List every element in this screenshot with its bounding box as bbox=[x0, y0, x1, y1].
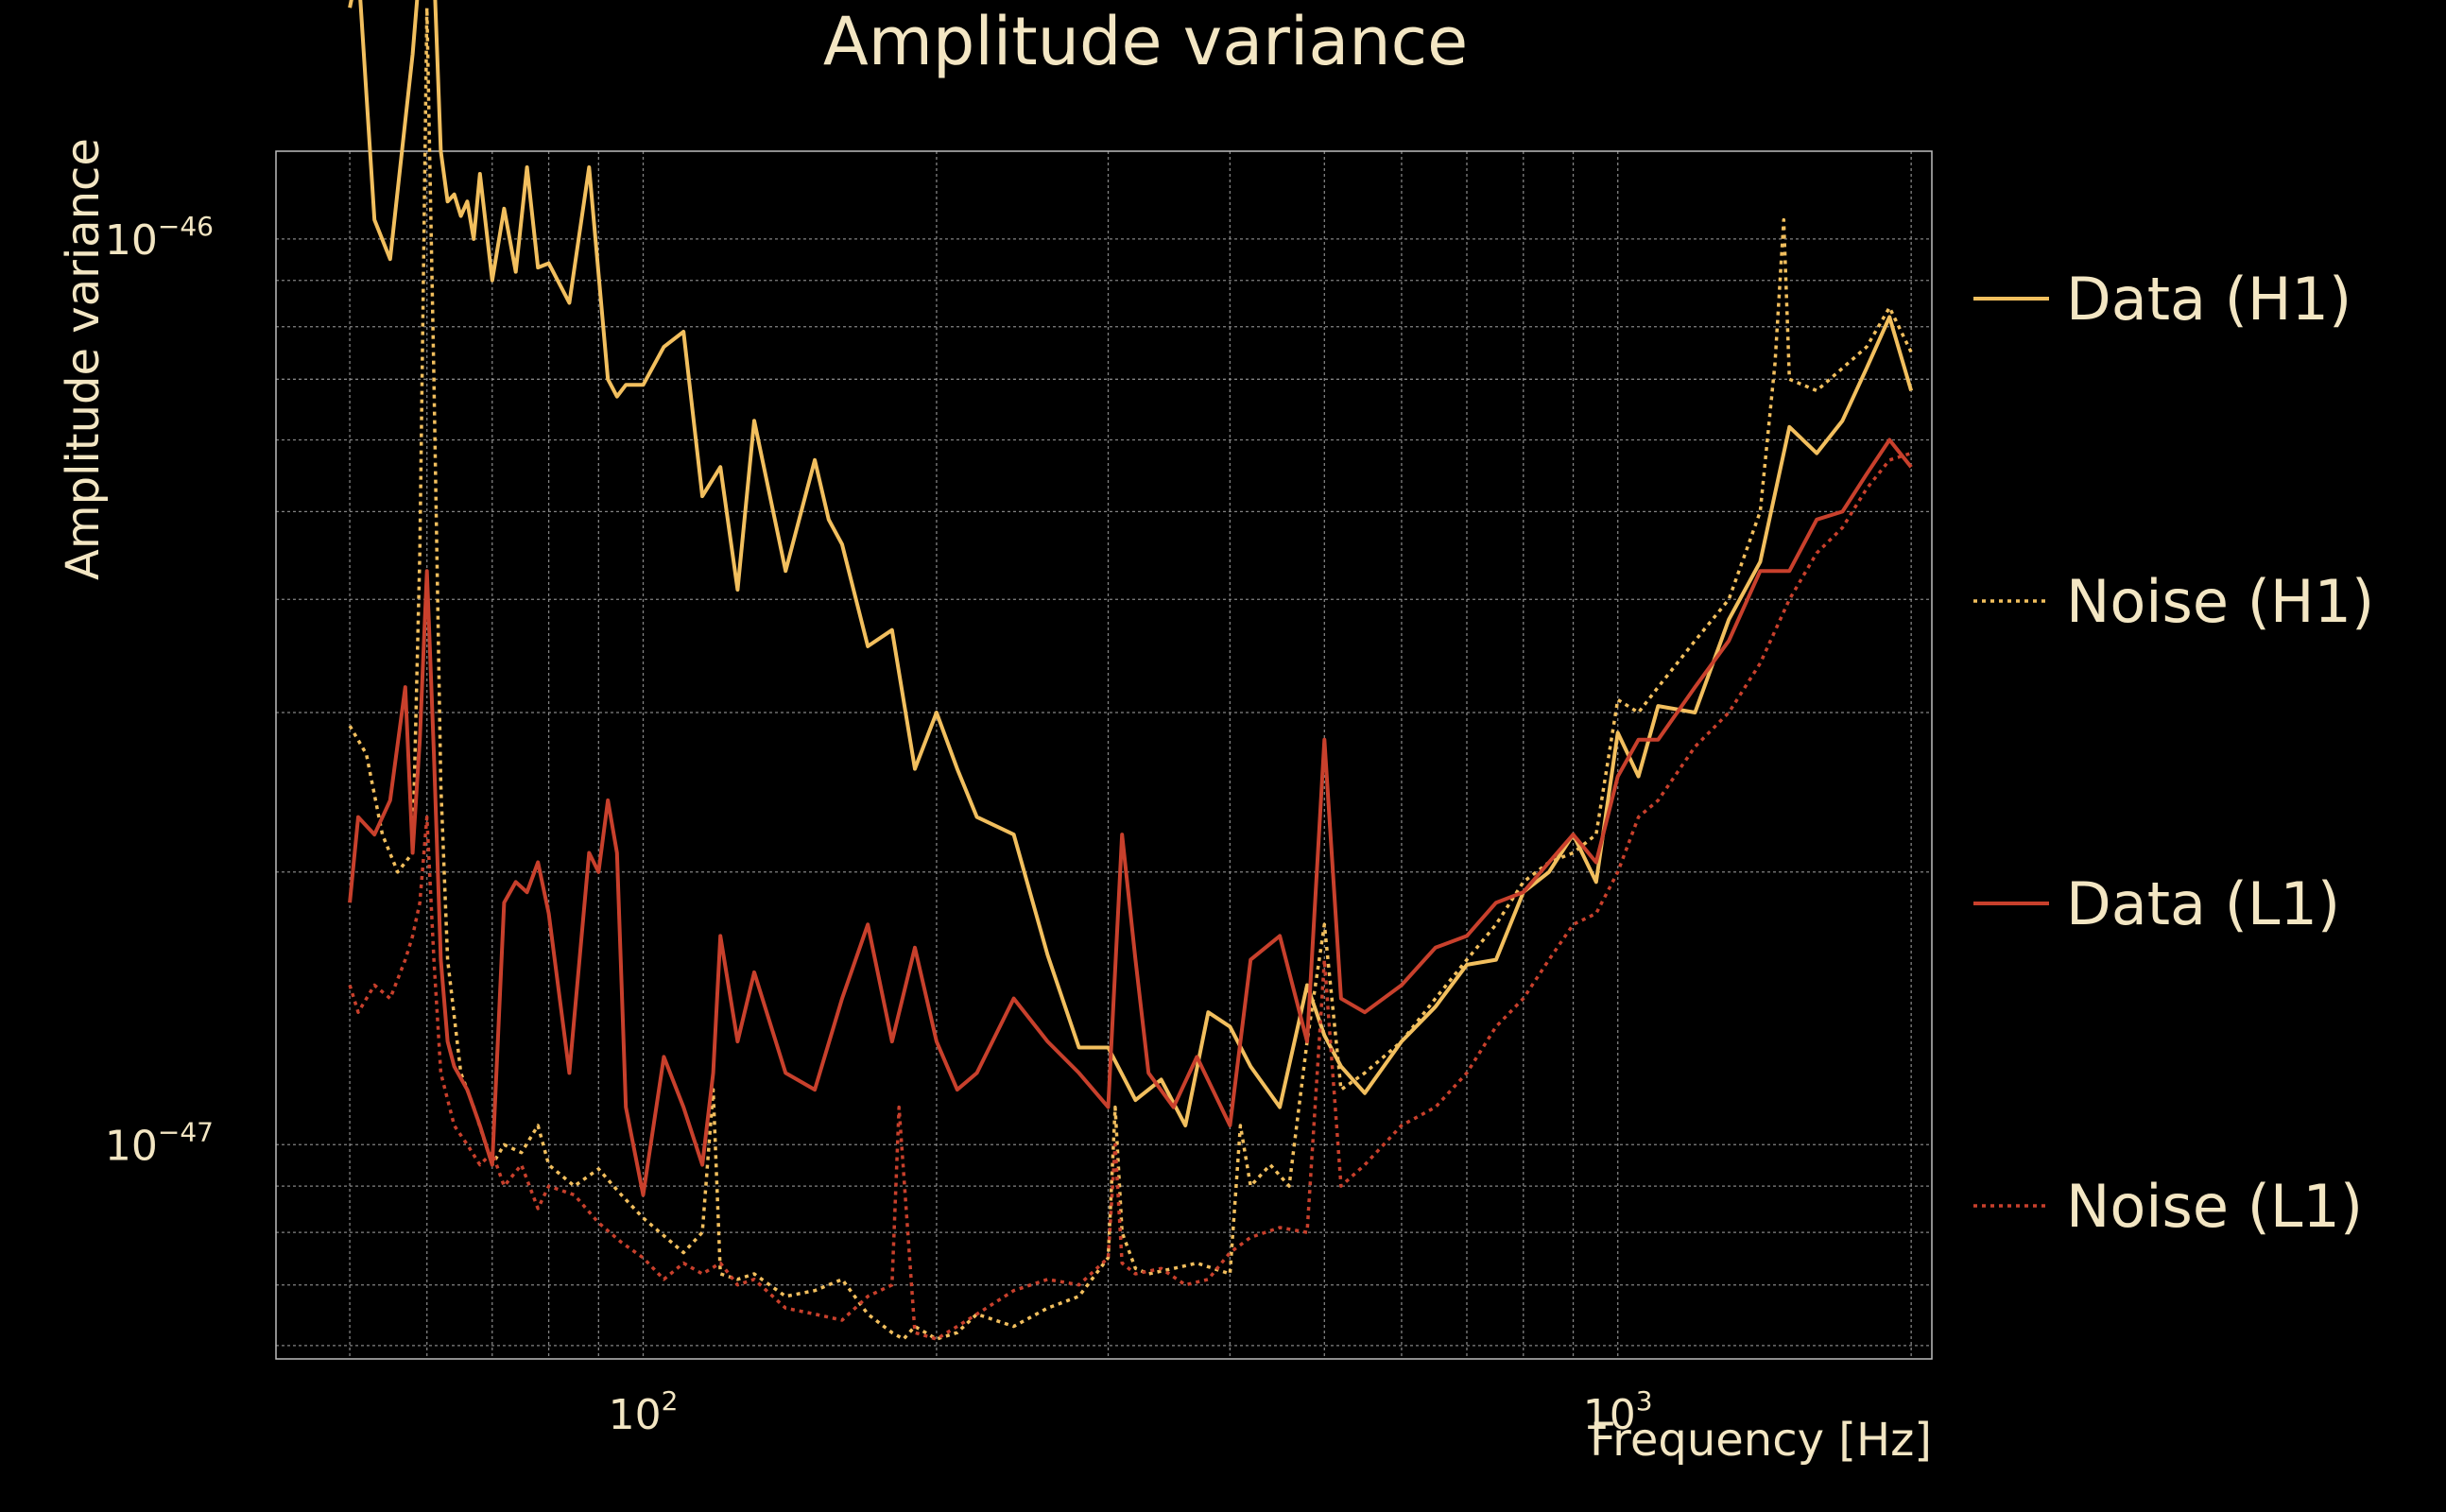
y-tick-label: 10−47 bbox=[105, 1116, 214, 1170]
series-line-0 bbox=[348, 0, 1914, 1127]
legend-label: Data (H1) bbox=[2066, 265, 2351, 334]
plot-frame bbox=[275, 150, 1933, 1360]
series-line-1 bbox=[348, 6, 1913, 1341]
legend-label: Data (L1) bbox=[2066, 869, 2340, 938]
series-line-3 bbox=[348, 451, 1912, 1341]
y-tick-label: 10−46 bbox=[105, 211, 214, 265]
x-tick-label: 103 bbox=[1583, 1385, 1653, 1439]
legend: Data (H1) Noise (H1) Data (L1) Noise (L1) bbox=[1973, 265, 2374, 1241]
x-tick-label: 102 bbox=[609, 1385, 679, 1439]
series-lines bbox=[348, 0, 1914, 1341]
legend-label: Noise (H1) bbox=[2066, 567, 2374, 636]
grid bbox=[276, 151, 1932, 1359]
y-axis-label: Amplitude variance bbox=[57, 138, 110, 580]
tick-labels: 102 103 10−46 10−47 bbox=[105, 211, 1653, 1439]
chart-title: Amplitude variance bbox=[823, 3, 1468, 80]
series-line-2 bbox=[348, 438, 1913, 1197]
legend-label: Noise (L1) bbox=[2066, 1172, 2363, 1241]
x-axis-label: Frequency [Hz] bbox=[1590, 1414, 1932, 1467]
